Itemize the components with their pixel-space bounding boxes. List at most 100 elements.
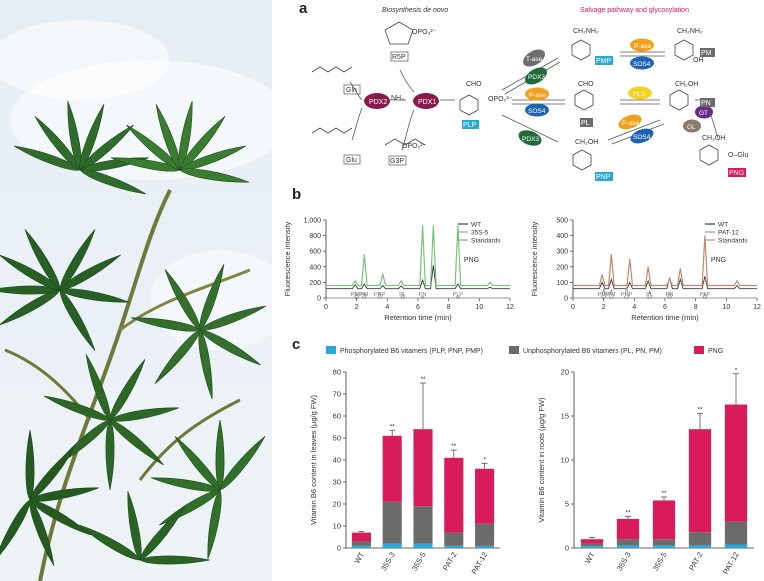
legend-label: Standards <box>471 238 501 245</box>
pn-label: PN <box>701 100 711 107</box>
x-tick-label: 4 <box>385 304 389 311</box>
pdx3b-label: PDX3 <box>522 136 539 143</box>
pl-box <box>580 118 593 127</box>
y-tick-label: 400 <box>556 233 568 240</box>
r5p-box <box>390 51 409 62</box>
series-line-WT <box>573 276 757 290</box>
x-tick-label: 8 <box>447 304 451 311</box>
gt-label: GT <box>699 110 708 117</box>
x-tick-label: WT <box>353 550 367 565</box>
pdx2-enzyme <box>364 93 390 109</box>
pnp-box <box>595 172 613 181</box>
bar-35S-5-2 <box>652 500 676 540</box>
sos4c-enzyme <box>630 128 654 144</box>
y-tick-label: 0 <box>564 296 568 303</box>
significance-mark: * <box>735 367 738 374</box>
pase1-label: P-ase <box>529 92 546 99</box>
bar-PAT-2-1 <box>688 532 712 546</box>
pmp-box <box>595 56 613 65</box>
r5p-label: R5P <box>392 54 406 61</box>
legend-label: 35S-5 <box>471 230 489 237</box>
x-tick-label: 0 <box>324 304 328 311</box>
pdx3b-enzyme <box>518 130 542 146</box>
gl-label: GL <box>687 124 696 131</box>
pmp-label: PMP <box>596 58 612 65</box>
ch2nh2-label-pm: CH₂NH₂ <box>677 28 703 35</box>
g3p-box <box>388 155 407 166</box>
x-tick-label: PAT-2 <box>441 551 459 573</box>
panel-label-a: a <box>299 0 308 17</box>
po3-label-r5p: OPO₃²⁻ <box>412 29 437 36</box>
y-tick-label: 40 <box>333 456 341 465</box>
pdx1-enzyme <box>413 93 439 109</box>
pase1-enzyme <box>525 87 549 101</box>
pls-enzyme <box>628 86 652 100</box>
pm-label: PM <box>701 50 712 57</box>
y-axis-label: Vitamin B6 content in leaves (µg/g FW) <box>309 394 318 525</box>
legend-swatch <box>694 346 704 354</box>
bar-PAT-2-1 <box>444 532 464 546</box>
cassava-plant-photo <box>0 0 272 581</box>
plp-box <box>462 120 479 129</box>
peak-label-PM: PM <box>360 292 369 298</box>
bar-35S-3-0 <box>616 545 640 548</box>
legend-swatch <box>509 346 519 354</box>
bar-35S-3-2 <box>616 518 640 540</box>
glu-box <box>343 154 361 165</box>
legend-label: Phosphorylated B6 vitamers (PLP, PNP, PM… <box>340 348 483 355</box>
x-tick-label: 12 <box>506 304 514 311</box>
legend-label: WT <box>471 222 481 229</box>
peak-label-PMP: PMP <box>351 292 363 298</box>
x-tick-label: 10 <box>722 304 730 311</box>
png-peak-label: PNG <box>711 257 726 264</box>
pase2-label: P-ase <box>634 43 651 50</box>
sos4b-label: SOS4 <box>633 61 651 68</box>
po3-label-plp: OPO₃²⁻ <box>488 96 513 103</box>
y-tick-label: 5 <box>565 500 569 509</box>
x-tick-label: 35S-5 <box>651 551 669 573</box>
legend-label: WT <box>718 222 728 229</box>
tase-label: T-ase <box>526 56 543 63</box>
pm-box <box>700 48 715 57</box>
sos4c-label: SOS4 <box>633 134 651 141</box>
x-axis-label: Retention time (min) <box>631 313 699 322</box>
bar-chart-roots: 0 5 10 15 20 Vitamin B6 content in roots (µg/… <box>537 367 754 576</box>
chromatogram-left: 0 200 400 600 800 1,000 0 2 4 6 8 10 12 Retention tim… <box>283 218 514 323</box>
nh3-label: NH₃ <box>391 95 404 102</box>
x-tick-label: PAT-12 <box>470 551 490 576</box>
tase-enzyme <box>523 49 545 67</box>
significance-mark: ** <box>451 443 457 450</box>
pnp-label: PNP <box>596 174 611 181</box>
sos4a-enzyme <box>525 103 549 117</box>
cho-label: CHO <box>466 81 482 88</box>
pn-box <box>700 98 715 107</box>
series-line-Standards <box>573 286 757 299</box>
heading-salvage: Salvage pathway and glycosylation <box>580 7 689 14</box>
bar-35S-5-0 <box>413 543 433 548</box>
x-tick-label: 2 <box>602 304 606 311</box>
x-tick-label: 35S-5 <box>410 551 428 573</box>
gl-enzyme <box>683 119 701 133</box>
heading-de-novo: Biosynthesis de novo <box>382 7 448 14</box>
bar-35S-3-1 <box>616 539 640 546</box>
pl-label: PL <box>581 120 590 127</box>
bar-35S-5-1 <box>413 506 433 544</box>
peak-label-PNP: PNP <box>621 292 633 298</box>
oh-label-pm: OH <box>693 57 704 64</box>
y-tick-label: 600 <box>309 249 321 256</box>
y-tick-label: 500 <box>556 218 568 225</box>
cho-label-pl: CHO <box>578 81 594 88</box>
pase3-enzyme <box>618 114 642 130</box>
y-tick-label: 0 <box>337 544 341 553</box>
legend-label: Standards <box>718 238 748 245</box>
significance-mark: ** <box>661 490 667 497</box>
g3p-label: G3P <box>390 158 404 165</box>
bar-35S-3-1 <box>382 501 402 544</box>
significance-mark: ** <box>625 509 631 516</box>
bar-WT-1 <box>580 543 604 547</box>
x-tick-label: 6 <box>663 304 667 311</box>
bar-PAT-12-0 <box>724 544 748 548</box>
peak-label-PL: PL <box>399 292 406 298</box>
y-tick-label: 30 <box>333 478 341 487</box>
y-tick-label: 70 <box>333 390 341 399</box>
